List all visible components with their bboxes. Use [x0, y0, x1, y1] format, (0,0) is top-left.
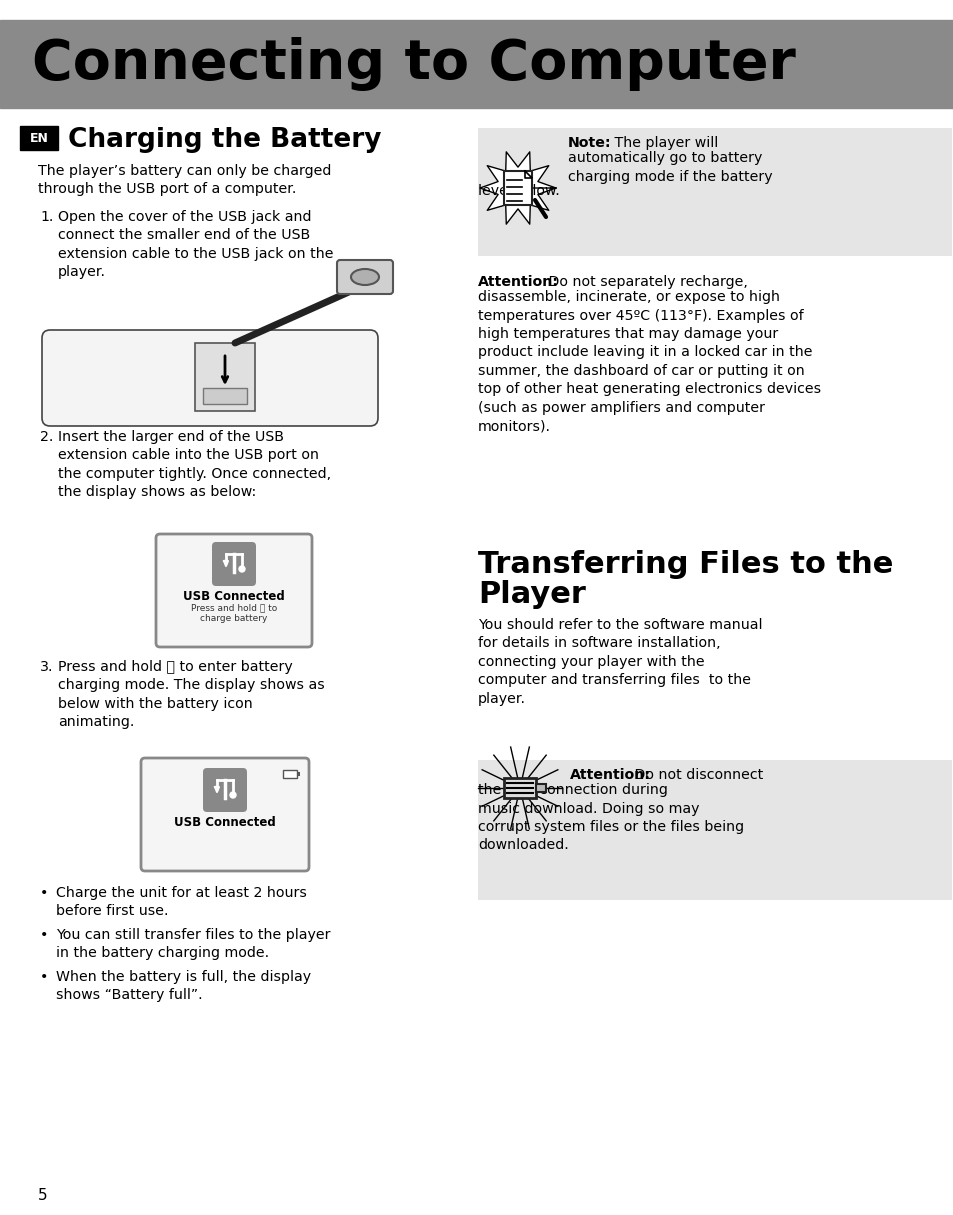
FancyBboxPatch shape — [42, 330, 377, 426]
Bar — [536, 784, 545, 792]
Text: The player’s battery can only be charged
through the USB port of a computer.: The player’s battery can only be charged… — [38, 164, 331, 197]
Text: You should refer to the software manual
for details in software installation,
co: You should refer to the software manual … — [477, 618, 761, 706]
Bar — [203, 388, 247, 405]
Text: 3.: 3. — [40, 660, 53, 674]
Text: Note:: Note: — [567, 136, 611, 149]
Bar — [0, 19, 953, 108]
Text: USB Connected: USB Connected — [183, 590, 285, 603]
Text: •: • — [40, 886, 49, 900]
Text: Transferring Files to the: Transferring Files to the — [477, 550, 892, 580]
Text: Connecting to Computer: Connecting to Computer — [32, 36, 795, 91]
FancyBboxPatch shape — [503, 171, 532, 205]
Text: Charge the unit for at least 2 hours
before first use.: Charge the unit for at least 2 hours bef… — [56, 886, 307, 919]
Text: Player: Player — [477, 580, 585, 609]
FancyBboxPatch shape — [212, 542, 255, 586]
Bar — [477, 128, 951, 256]
FancyBboxPatch shape — [156, 535, 312, 648]
Text: The player will: The player will — [609, 136, 718, 149]
Text: Do not disconnect: Do not disconnect — [629, 768, 762, 782]
Text: disassemble, incinerate, or expose to high
temperatures over 45ºC (113°F). Examp: disassemble, incinerate, or expose to hi… — [477, 290, 821, 433]
Circle shape — [230, 792, 235, 798]
Text: the USB connection during
music download. Doing so may
corrupt system files or t: the USB connection during music download… — [477, 784, 743, 853]
Text: Do not separately recharge,: Do not separately recharge, — [543, 275, 747, 289]
Text: Attention:: Attention: — [569, 768, 650, 782]
Bar — [194, 343, 254, 411]
Ellipse shape — [351, 269, 378, 286]
Bar — [503, 778, 536, 798]
Text: When the battery is full, the display
shows “Battery full”.: When the battery is full, the display sh… — [56, 970, 311, 1002]
Bar — [477, 761, 951, 900]
FancyBboxPatch shape — [336, 260, 393, 294]
Text: USB Connected: USB Connected — [174, 816, 275, 829]
Circle shape — [239, 566, 245, 572]
Text: EN: EN — [30, 131, 49, 145]
Text: •: • — [40, 970, 49, 984]
Text: Open the cover of the USB jack and
connect the smaller end of the USB
extension : Open the cover of the USB jack and conne… — [58, 210, 334, 279]
Text: automatically go to battery
charging mode if the battery: automatically go to battery charging mod… — [567, 151, 772, 183]
FancyBboxPatch shape — [203, 768, 247, 812]
Text: •: • — [40, 928, 49, 942]
Text: 1.: 1. — [40, 210, 53, 224]
FancyBboxPatch shape — [141, 758, 309, 871]
Text: 5: 5 — [38, 1188, 48, 1203]
Polygon shape — [479, 152, 556, 224]
Text: Attention:: Attention: — [477, 275, 558, 289]
Text: You can still transfer files to the player
in the battery charging mode.: You can still transfer files to the play… — [56, 928, 330, 960]
Text: level is low.: level is low. — [477, 183, 559, 198]
Text: Charging the Battery: Charging the Battery — [68, 128, 381, 153]
Text: Press and hold ⏮ to enter battery
charging mode. The display shows as
below with: Press and hold ⏮ to enter battery chargi… — [58, 660, 324, 729]
Text: 2.: 2. — [40, 430, 53, 443]
Bar — [20, 126, 58, 149]
Bar — [283, 770, 296, 778]
Bar — [296, 772, 299, 776]
Text: Insert the larger end of the USB
extension cable into the USB port on
the comput: Insert the larger end of the USB extensi… — [58, 430, 331, 499]
Text: Press and hold ⏮ to
charge battery: Press and hold ⏮ to charge battery — [191, 603, 276, 623]
